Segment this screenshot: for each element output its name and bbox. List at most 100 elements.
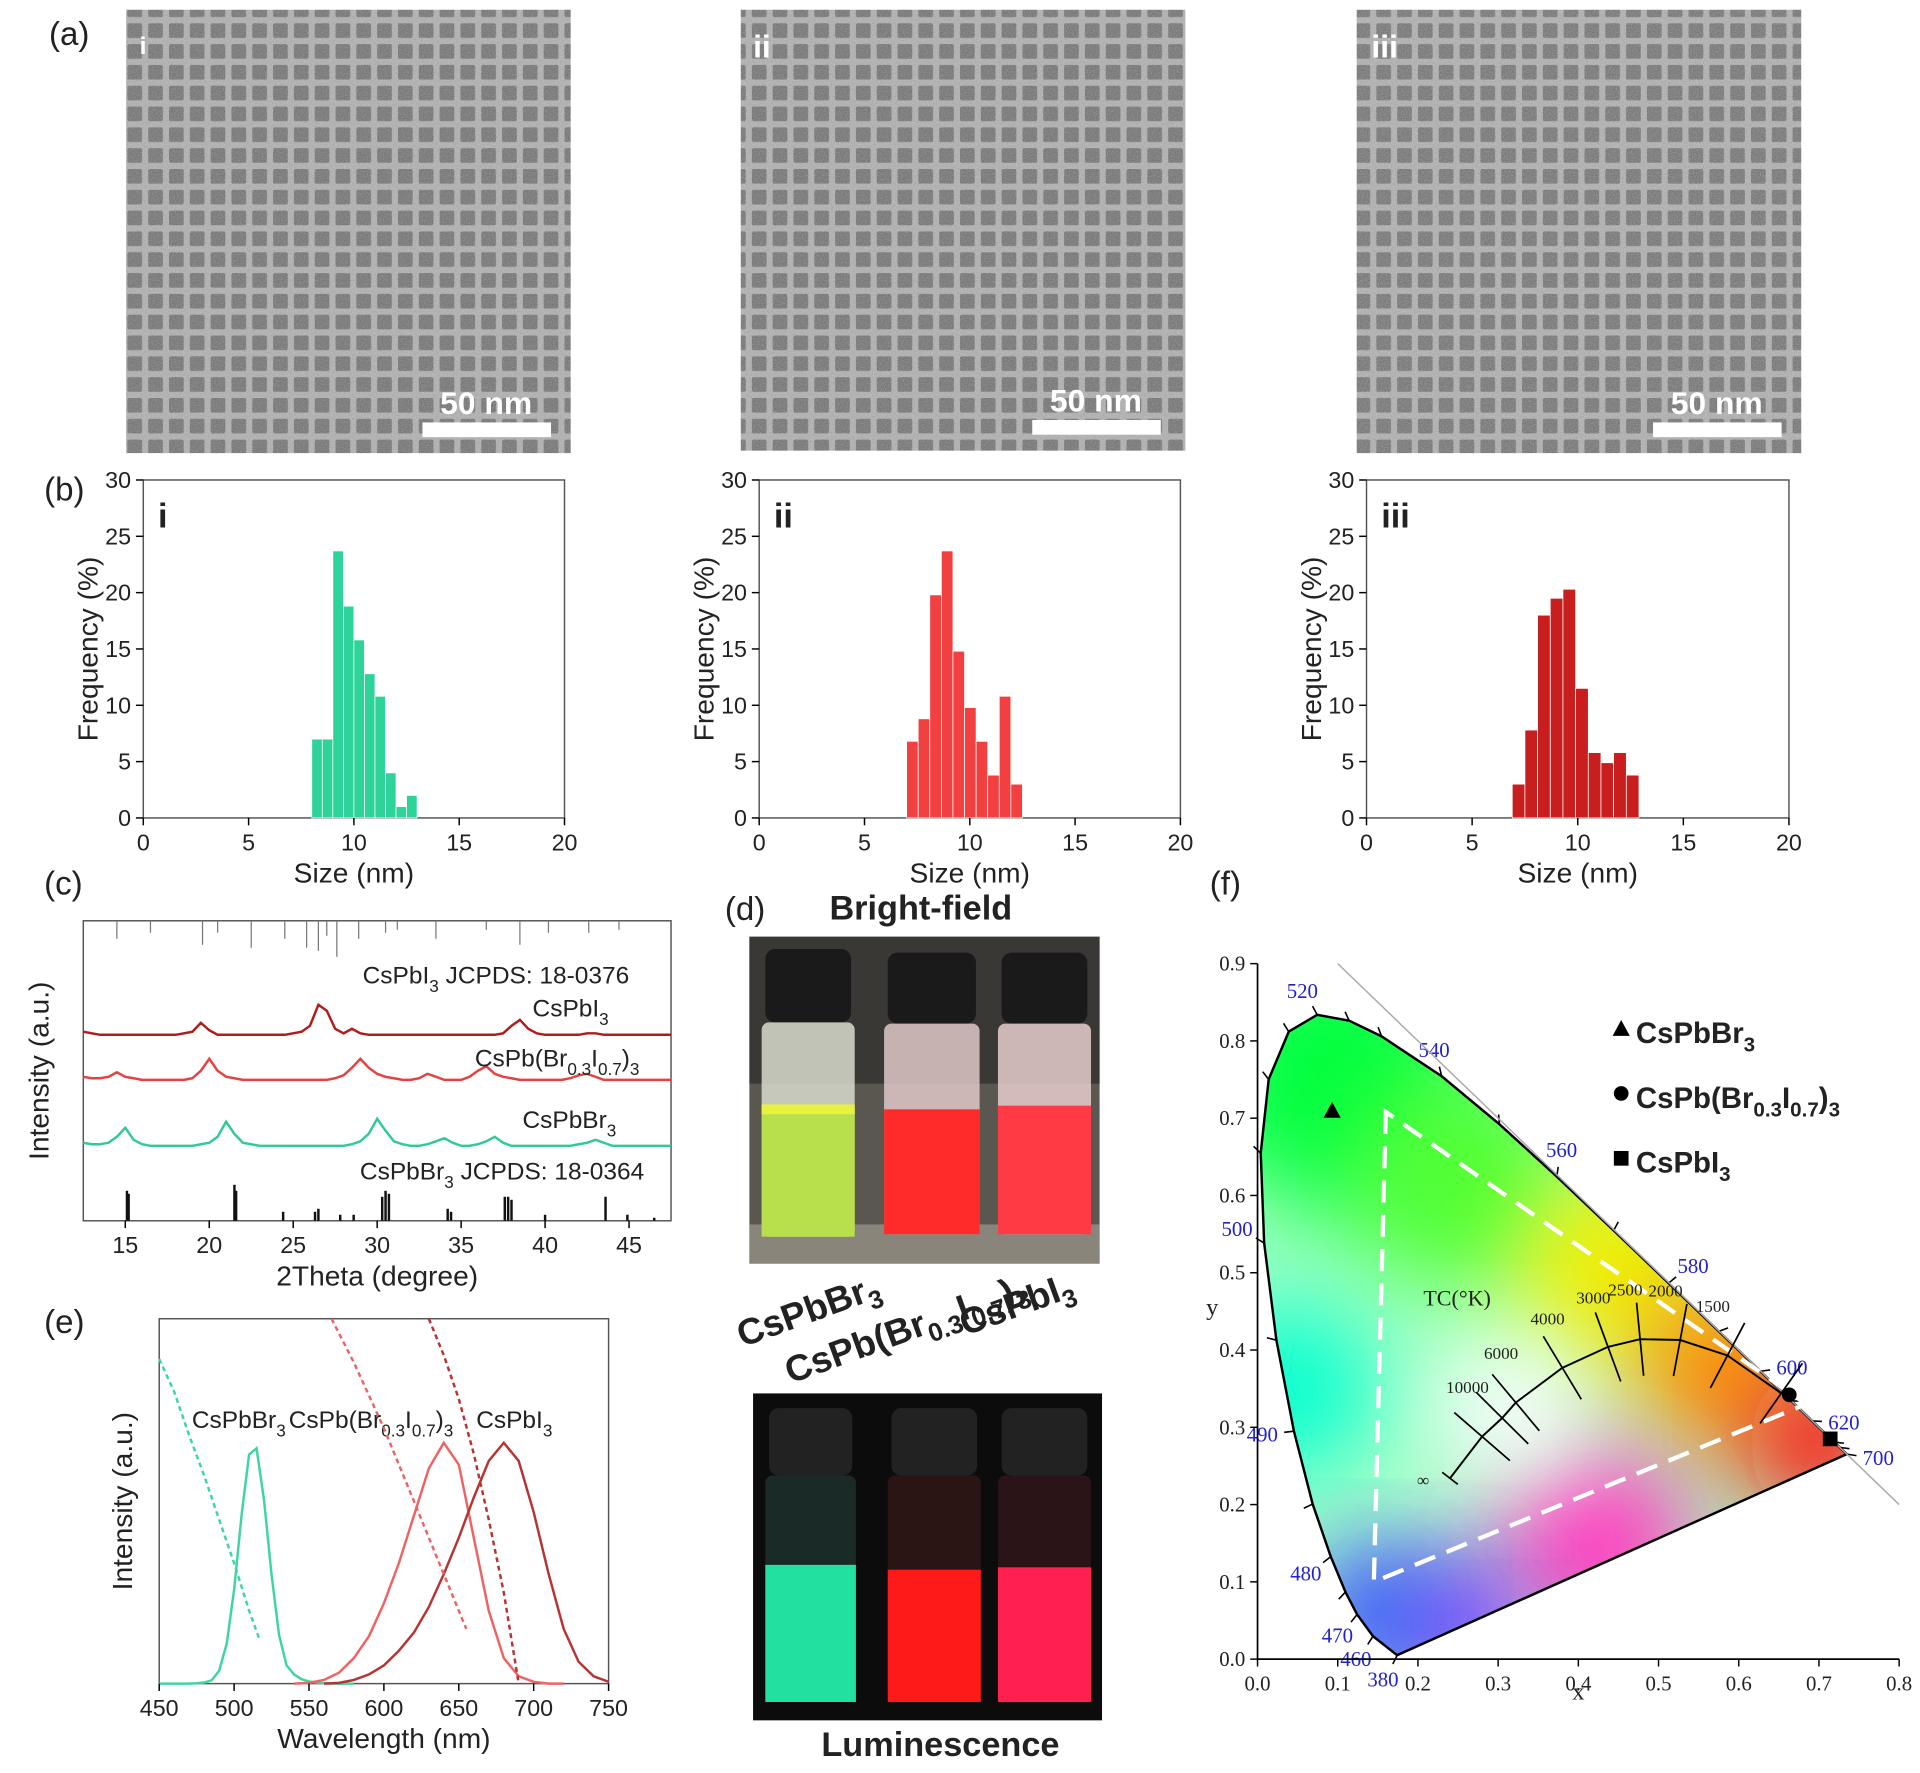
marker-square bbox=[1822, 1431, 1838, 1447]
bar bbox=[1537, 614, 1551, 819]
y-tick-label: 5 bbox=[118, 749, 131, 775]
photo-sample: CsPbI3 bbox=[954, 1265, 1082, 1351]
x-tick-label: 0.8 bbox=[1886, 1672, 1912, 1696]
series-line bbox=[83, 1056, 672, 1082]
locus-tick bbox=[1367, 1635, 1374, 1645]
panel-label: (d) bbox=[725, 891, 765, 928]
y-tick-label: 5 bbox=[734, 749, 747, 775]
y-tick-label: 0.0 bbox=[1219, 1647, 1245, 1671]
y-axis-title: Frequency (%) bbox=[73, 557, 104, 742]
bar bbox=[975, 740, 989, 819]
x-tick-label: 0.0 bbox=[1245, 1672, 1271, 1696]
x-tick-label: 15 bbox=[112, 1232, 138, 1258]
bar bbox=[1587, 752, 1602, 819]
bar bbox=[906, 740, 919, 819]
panel-label: (a) bbox=[49, 16, 89, 53]
y-tick-label: 20 bbox=[1328, 580, 1354, 606]
bar bbox=[406, 795, 418, 819]
locus-tick bbox=[1760, 1369, 1771, 1373]
y-tick-label: 30 bbox=[1328, 467, 1354, 493]
wavelength-label: 490 bbox=[1247, 1422, 1278, 1446]
legend-label: CsPb(Br0.3I0.7)3 bbox=[1636, 1082, 1840, 1122]
cct-title: TC(°K) bbox=[1423, 1285, 1491, 1310]
x-tick-label: 30 bbox=[364, 1232, 390, 1258]
y-tick-label: 30 bbox=[721, 467, 747, 493]
x-tick-label: 15 bbox=[1062, 829, 1088, 855]
x-tick-label: 500 bbox=[215, 1695, 254, 1721]
locus-tick bbox=[1812, 1420, 1822, 1423]
x-tick-label: 20 bbox=[1776, 829, 1802, 855]
locus-tick bbox=[1282, 1022, 1290, 1033]
histogram-label: ii bbox=[774, 498, 793, 536]
bar bbox=[321, 738, 334, 819]
x-tick-label: 550 bbox=[290, 1695, 329, 1721]
series-line bbox=[83, 1002, 672, 1037]
x-tick-label: 450 bbox=[140, 1695, 179, 1721]
y-tick-label: 0.4 bbox=[1219, 1338, 1246, 1362]
panel-label: (c) bbox=[44, 866, 83, 903]
bar bbox=[332, 550, 344, 819]
x-tick-label: 0.1 bbox=[1325, 1672, 1351, 1696]
series-line bbox=[427, 1318, 520, 1684]
x-tick-label: 35 bbox=[448, 1232, 474, 1258]
bar bbox=[395, 806, 407, 819]
bar bbox=[364, 673, 376, 819]
cct-label: 3000 bbox=[1576, 1288, 1610, 1307]
y-tick-label: 0.2 bbox=[1219, 1493, 1245, 1517]
photo-title: Bright-field bbox=[829, 890, 1012, 928]
y-tick-label: 0.8 bbox=[1219, 1029, 1245, 1053]
wavelength-label: 580 bbox=[1678, 1254, 1709, 1278]
x-tick-label: 5 bbox=[1466, 829, 1479, 855]
bar bbox=[917, 718, 931, 819]
y-tick-label: 0 bbox=[1341, 805, 1354, 831]
white-line bbox=[1337, 963, 1900, 1506]
y-tick-label: 0.7 bbox=[1219, 1106, 1245, 1130]
bar bbox=[1524, 729, 1538, 819]
x-tick-label: 750 bbox=[589, 1695, 628, 1721]
y-tick-label: 0 bbox=[734, 805, 747, 831]
locus-tick bbox=[1438, 1066, 1443, 1077]
bar bbox=[940, 550, 954, 819]
locus-tick bbox=[1718, 1327, 1729, 1333]
x-tick-label: 650 bbox=[439, 1695, 478, 1721]
bar bbox=[998, 695, 1012, 819]
series-line bbox=[159, 1445, 354, 1685]
y-tick-label: 0 bbox=[118, 805, 131, 831]
locus-tick bbox=[1350, 1613, 1358, 1623]
photo-bright bbox=[749, 936, 1100, 1264]
x-tick-label: 10 bbox=[1565, 829, 1591, 855]
wavelength-label: 540 bbox=[1418, 1038, 1449, 1062]
series-label: CsPbI3 bbox=[533, 995, 609, 1029]
histogram-label: i bbox=[158, 498, 168, 536]
x-tick-label: 20 bbox=[1167, 829, 1193, 855]
x-tick-label: 20 bbox=[196, 1232, 222, 1258]
legend-label: CsPbBr3 bbox=[1636, 1017, 1755, 1057]
cct-label: ∞ bbox=[1417, 1471, 1429, 1490]
series-line bbox=[323, 1440, 610, 1685]
isotherm bbox=[1441, 1471, 1459, 1485]
scale-bar-label: 50 nm bbox=[440, 385, 532, 421]
y-tick-label: 25 bbox=[105, 523, 131, 549]
bar bbox=[929, 594, 942, 819]
marker-square bbox=[1613, 1150, 1629, 1166]
x-tick-label: 10 bbox=[341, 829, 367, 855]
locus-tick bbox=[1322, 1555, 1332, 1564]
y-tick-label: 0.3 bbox=[1219, 1415, 1245, 1439]
series-line bbox=[83, 1116, 672, 1148]
tem-label: ii bbox=[753, 29, 771, 65]
tem-image: ii 50 nm bbox=[740, 9, 1186, 451]
locus-tick bbox=[1284, 1430, 1295, 1434]
y-tick-label: 10 bbox=[1328, 692, 1354, 718]
wavelength-label: 520 bbox=[1287, 979, 1318, 1003]
wavelength-label: 700 bbox=[1863, 1446, 1894, 1470]
y-axis-title: y bbox=[1206, 1294, 1219, 1321]
x-axis-title: Wavelength (nm) bbox=[277, 1723, 490, 1754]
isotherm bbox=[1491, 1373, 1540, 1432]
tem-image: iii 50 nm bbox=[1356, 9, 1802, 454]
color-blob bbox=[1440, 1338, 1588, 1486]
legend-label: CsPbI3 bbox=[1636, 1147, 1731, 1187]
bar bbox=[353, 639, 365, 819]
y-tick-label: 0.6 bbox=[1219, 1183, 1245, 1207]
isotherm bbox=[1759, 1362, 1804, 1424]
x-tick-label: 0 bbox=[137, 829, 150, 855]
